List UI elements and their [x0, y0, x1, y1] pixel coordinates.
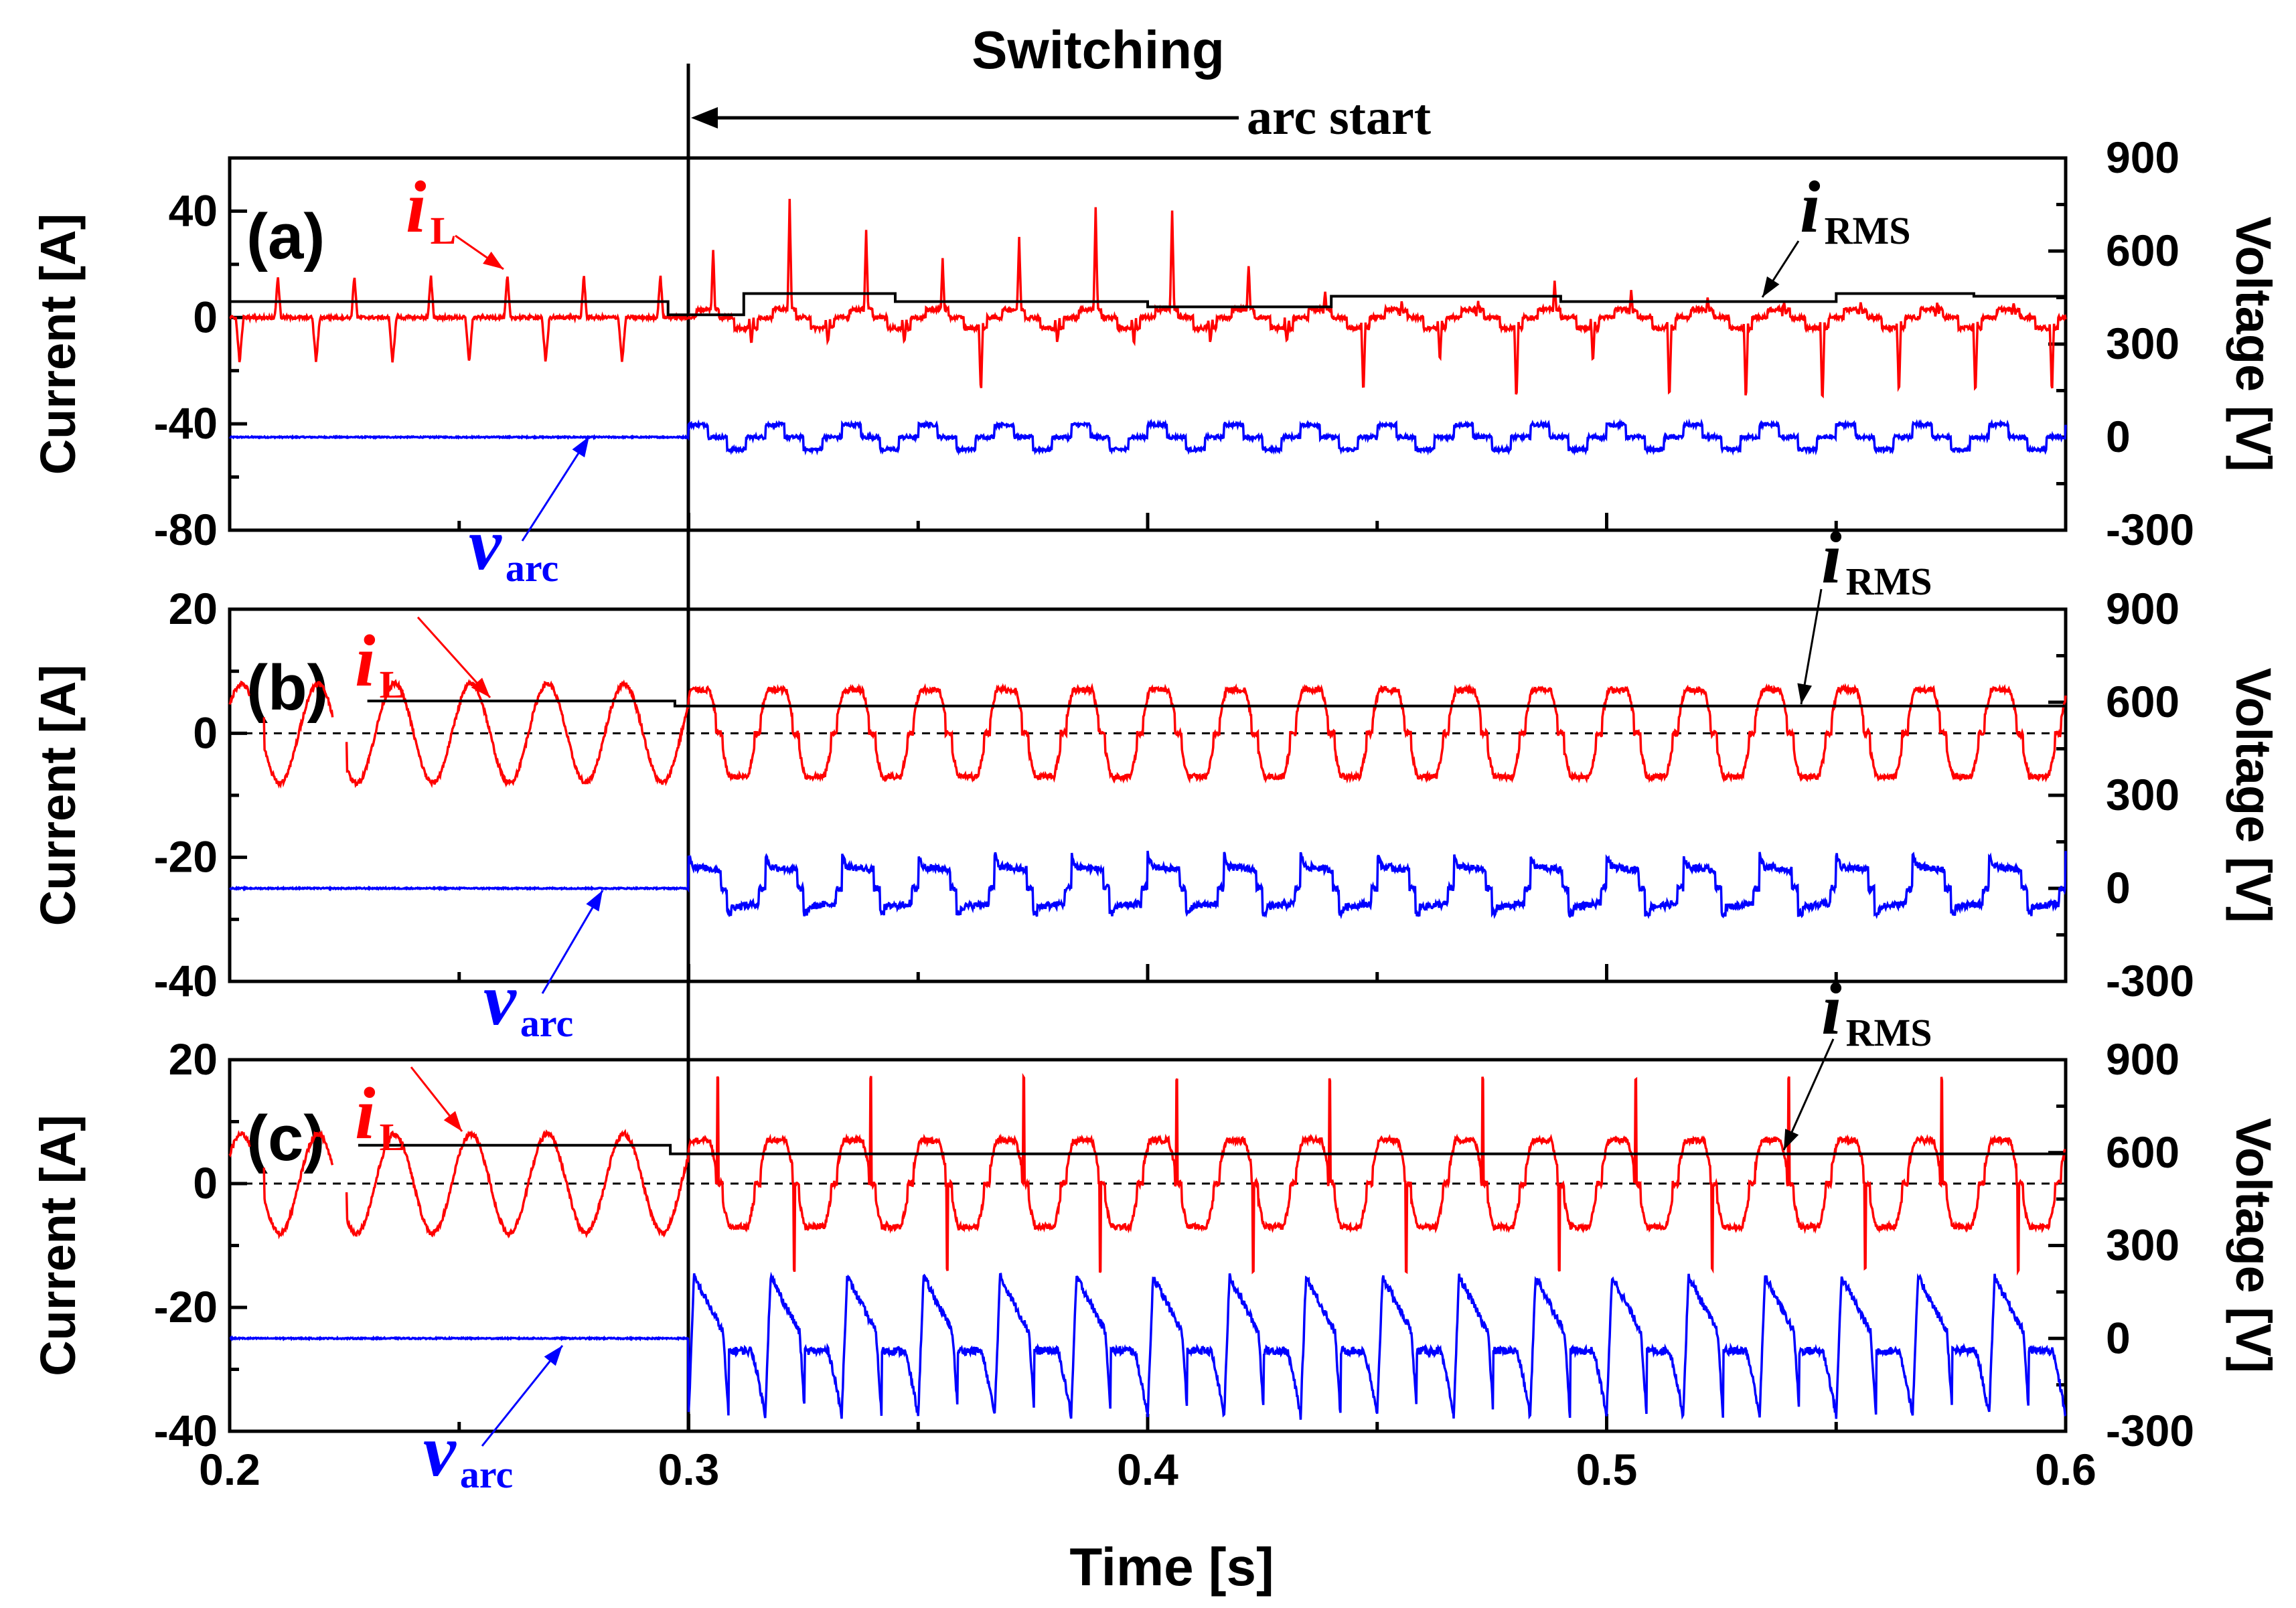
panel-a: 40 0 -40 -80 900 600 300 0 -300 Current [A] Voltag… [30, 133, 2281, 590]
label-i-rms: i RMS [1821, 968, 1932, 1054]
arc-start-label: arc start [1247, 89, 1431, 145]
y-right-tick-label: 300 [2106, 319, 2179, 368]
arrow-v-arc-head [544, 1346, 562, 1366]
x-tick-label: 0.5 [1576, 1445, 1638, 1494]
y-right-tick-label: 300 [2106, 770, 2179, 819]
y-right-tick-label: 0 [2106, 412, 2131, 461]
arrow-i-l-head [471, 677, 490, 698]
y-left-tick-label: -80 [154, 505, 218, 554]
plot-frame [228, 156, 2068, 532]
label-v-arc: v arc [423, 1410, 513, 1496]
arrow-i-rms-head [1797, 683, 1812, 704]
y-left-tick-label: 0 [193, 708, 218, 757]
arrow-i-rms-head [1762, 276, 1780, 297]
plot-frame [228, 607, 2068, 983]
y-left-tick-label: -20 [154, 1282, 218, 1332]
arrow-i-rms [1782, 1038, 1835, 1151]
x-tick-label: 0.3 [658, 1445, 720, 1494]
series-v-arc [228, 418, 2067, 456]
x-axis-title: Time [s] [1069, 1537, 1274, 1597]
arc-start-arrowhead [691, 107, 718, 129]
x-tick-label: 0.2 [199, 1445, 260, 1494]
y-left-tick-label: 40 [169, 185, 218, 235]
panel-label: (b) [246, 652, 329, 724]
y-left-tick-label: 20 [169, 584, 218, 633]
panel-b: 20 0 -20 -40 900 600 300 0 -300 Current [A] Voltag… [30, 517, 2281, 1045]
label-i-rms: i RMS [1800, 166, 1910, 252]
y-right-tick-label: -300 [2106, 1406, 2194, 1455]
arrow-i-l-head [443, 1111, 462, 1131]
panel-c: 20 0 -20 -40 900 600 300 0 -300 Current [A] Voltag… [30, 968, 2281, 1496]
arrow-v-arc [481, 1345, 564, 1447]
series-i-l [228, 1072, 2066, 1276]
y-right-tick-label: 600 [2106, 1127, 2179, 1177]
y-right-tick-label: 900 [2106, 1034, 2179, 1084]
y-right-tick-label: -300 [2106, 956, 2194, 1006]
y-right-tick-label: 0 [2106, 863, 2131, 912]
series-i-l [229, 198, 2067, 399]
y-left-tick-label: 0 [193, 1158, 218, 1208]
y-left-title: Current [A] [30, 1115, 86, 1376]
switching-title: Switching [972, 20, 1225, 80]
y-left-tick-label: -40 [154, 956, 218, 1006]
series-i-rms [367, 700, 2066, 708]
label-i-rms: i RMS [1821, 517, 1932, 603]
y-right-title: Voltage [V] [2226, 217, 2281, 472]
label-v-arc: v arc [483, 959, 573, 1045]
y-left-tick-label: -20 [154, 832, 218, 882]
y-right-tick-label: -300 [2106, 505, 2194, 554]
x-tick-label: 0.4 [1117, 1445, 1178, 1494]
y-left-title: Current [A] [30, 214, 86, 475]
panel-label: (a) [246, 201, 325, 272]
series-v-arc [229, 1271, 2067, 1420]
y-right-title: Voltage [V] [2226, 1118, 2281, 1373]
y-right-tick-label: 300 [2106, 1220, 2179, 1270]
label-v-arc: v arc [469, 503, 558, 590]
y-left-title: Current [A] [30, 665, 86, 927]
y-left-tick-label: 20 [169, 1034, 218, 1084]
y-left-tick-label: -40 [154, 398, 218, 448]
y-right-tick-label: 0 [2106, 1313, 2131, 1362]
arrow-v-arc-head [586, 890, 603, 912]
y-left-tick-label: -40 [154, 1406, 218, 1455]
y-right-title: Voltage [V] [2226, 668, 2281, 923]
arrow-i-l-head [483, 251, 504, 269]
y-right-tick-label: 900 [2106, 133, 2179, 182]
series-i-rms [230, 292, 2066, 317]
y-right-tick-label: 600 [2106, 677, 2179, 726]
arrow-v-arc-head [572, 436, 589, 458]
series-i-rms [358, 1143, 2066, 1155]
y-right-tick-label: 900 [2106, 584, 2179, 633]
y-left-tick-label: 0 [193, 292, 218, 341]
x-tick-label: 0.6 [2035, 1445, 2096, 1494]
series-v-arc [229, 850, 2067, 920]
y-right-tick-label: 600 [2106, 226, 2179, 275]
arrow-i-rms-head [1784, 1129, 1799, 1150]
arrow-v-arc [521, 436, 591, 542]
series-i-l [228, 679, 2067, 789]
